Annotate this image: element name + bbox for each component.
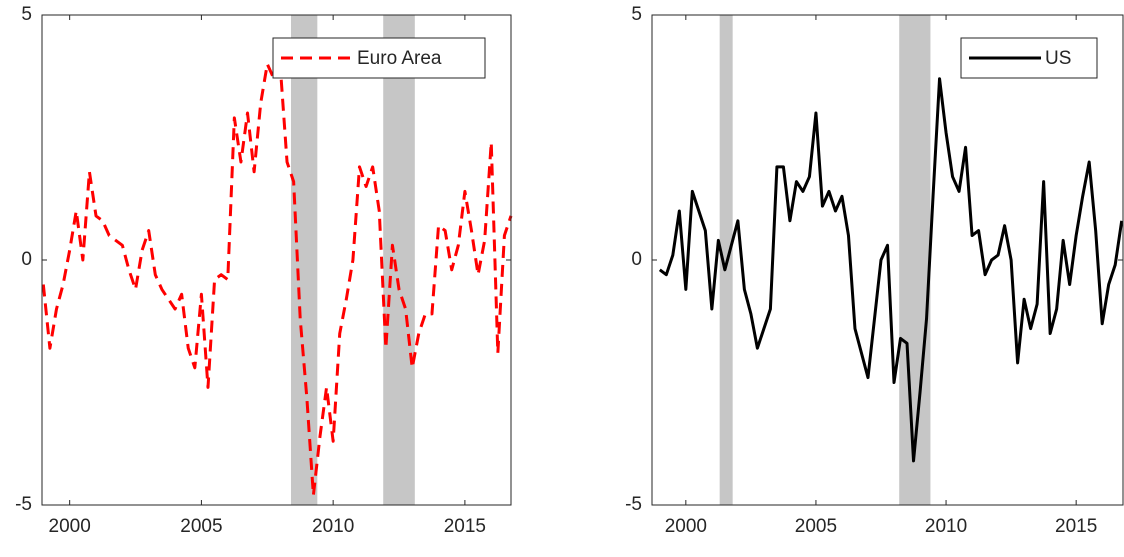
recession-band bbox=[899, 15, 931, 505]
axes-box bbox=[41, 14, 512, 506]
axes-box bbox=[651, 14, 1124, 506]
x-tick-label: 2010 bbox=[312, 516, 354, 537]
y-tick-label: -5 bbox=[15, 494, 32, 515]
y-tick-label: 0 bbox=[21, 249, 32, 270]
legend-label: Euro Area bbox=[357, 48, 442, 69]
y-tick-label: 0 bbox=[631, 249, 642, 270]
x-tick-label: 2015 bbox=[1055, 516, 1097, 537]
data-line bbox=[658, 77, 1124, 463]
recession-band bbox=[290, 15, 318, 505]
x-tick-label: 2000 bbox=[49, 516, 91, 537]
x-tick-label: 2010 bbox=[925, 516, 967, 537]
x-tick-label: 2015 bbox=[444, 516, 486, 537]
recession-band bbox=[383, 15, 415, 505]
data-line bbox=[41, 62, 513, 497]
legend-label: US bbox=[1045, 48, 1071, 69]
x-tick-label: 2005 bbox=[180, 516, 222, 537]
x-tick-label: 2005 bbox=[795, 516, 837, 537]
x-tick-label: 2000 bbox=[665, 516, 707, 537]
y-tick-label: -5 bbox=[625, 494, 642, 515]
y-tick-label: 5 bbox=[631, 4, 642, 25]
y-tick-label: 5 bbox=[21, 4, 32, 25]
